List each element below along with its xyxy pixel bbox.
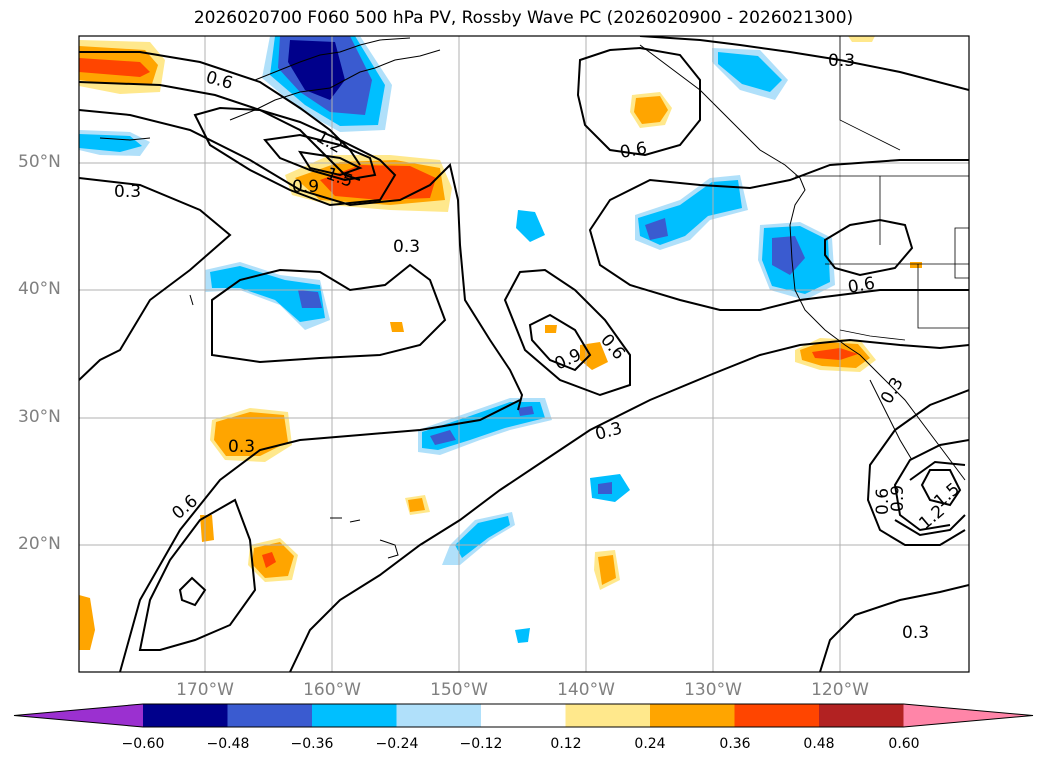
lat-label: 50°N [18,152,61,172]
pv-anomaly-shading [79,36,922,650]
contour-label: 0.3 [114,182,141,202]
colorbar-tick-label: −0.60 [121,736,165,752]
lon-label: 170°W [176,680,234,700]
lon-label: 150°W [430,680,488,700]
contour-label: 0.3 [828,51,855,71]
lat-label: 30°N [18,407,61,427]
lat-label: 40°N [18,279,61,299]
colorbar-tick-label: 0.24 [634,736,666,752]
chart-title: 2026020700 F060 500 hPa PV, Rossby Wave … [193,8,854,28]
coastlines [99,37,966,559]
contour-label: 0.3 [393,237,420,257]
lat-label: 20°N [18,534,61,554]
colorbar-tick-label: −0.48 [206,736,250,752]
lon-label: 130°W [684,680,742,700]
colorbar-tick-label: −0.24 [375,736,419,752]
colorbar-tick-label: −0.12 [459,736,503,752]
lon-label: 140°W [557,680,615,700]
lon-label: 120°W [811,680,869,700]
contour-label: 0.9 [888,485,908,512]
borders [795,36,969,341]
contour-label: 0.6 [873,488,893,515]
contour-label: 0.3 [902,623,929,643]
contour-label: 0.6 [618,139,648,163]
colorbar-tick-label: 0.60 [888,736,920,752]
contour-label: 0.6 [846,274,876,298]
contour-label: 0.3 [228,437,255,457]
colorbar-tick-label: 0.48 [803,736,835,752]
colorbar-tick-label: 0.36 [719,736,751,752]
colorbar-tick-label: 0.12 [550,736,582,752]
contour-label: 0.9 [292,177,319,197]
colorbar-tick-label: −0.36 [290,736,334,752]
pv-contours [79,36,969,672]
map-frame [78,35,970,673]
lon-label: 160°W [303,680,361,700]
